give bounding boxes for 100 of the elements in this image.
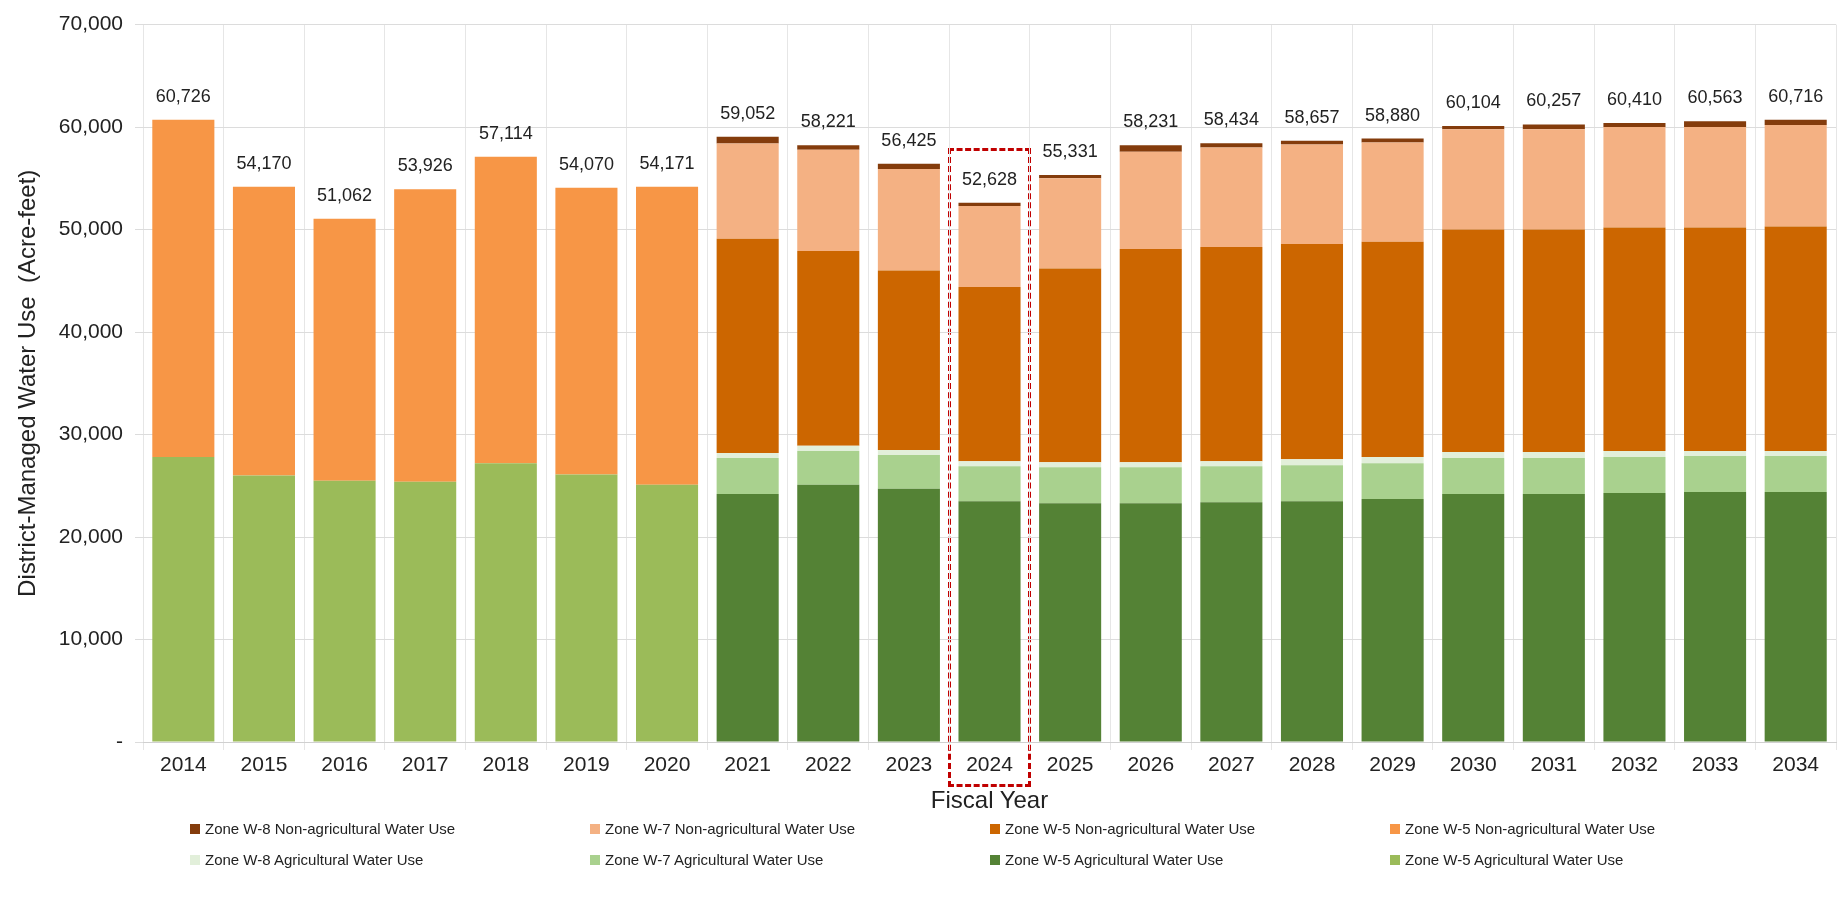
total-label: 58,221: [800, 111, 856, 132]
bar: [474, 156, 537, 464]
bar: [1684, 456, 1747, 492]
bar: [1200, 143, 1263, 148]
bar: [716, 452, 779, 459]
bar: [1442, 493, 1505, 742]
bar: [1684, 491, 1747, 742]
total-label: 58,657: [1284, 106, 1340, 127]
legend-label: Zone W-5 Non-agricultural Water Use: [1005, 820, 1256, 837]
legend-label: Zone W-8 Non-agricultural Water Use: [205, 820, 456, 837]
y-tick-label: 10,000: [58, 626, 124, 650]
bar: [1119, 151, 1182, 250]
bar: [797, 484, 860, 742]
legend-label: Zone W-7 Non-agricultural Water Use: [605, 820, 856, 837]
bar: [152, 457, 215, 742]
bar: [1764, 491, 1827, 742]
bar: [1361, 142, 1424, 242]
bar: [1280, 459, 1344, 466]
bar: [1280, 140, 1344, 145]
bar: [313, 218, 376, 481]
bar: [877, 163, 940, 170]
x-tick-label: 2022: [804, 752, 852, 776]
y-tick-label: 40,000: [58, 318, 124, 342]
bar: [1442, 229, 1505, 452]
total-label: 58,434: [1203, 109, 1259, 130]
bar: [1280, 465, 1344, 502]
bar: [313, 480, 376, 742]
y-tick-label: 70,000: [58, 11, 124, 35]
total-label: 60,257: [1526, 90, 1582, 111]
bar: [1764, 119, 1827, 126]
x-axis-title: Fiscal Year: [930, 786, 1049, 814]
x-tick-label: 2030: [1449, 752, 1497, 776]
bar: [1039, 178, 1102, 269]
x-tick-label: 2015: [240, 752, 288, 776]
x-tick-label: 2032: [1611, 752, 1658, 776]
bar: [958, 206, 1021, 287]
bar: [1200, 466, 1263, 503]
x-tick-label: 2014: [159, 752, 208, 776]
bar: [1200, 246, 1263, 462]
bar: [958, 461, 1021, 467]
x-tick-label: 2033: [1691, 752, 1739, 776]
bar: [394, 481, 457, 742]
bar: [1280, 144, 1344, 244]
total-label: 54,070: [558, 153, 614, 174]
bar: [1684, 127, 1747, 228]
x-tick-label: 2018: [482, 752, 530, 776]
total-label: 52,628: [961, 168, 1018, 189]
total-label: 58,231: [1123, 111, 1179, 132]
bar: [1764, 456, 1827, 492]
bar: [1039, 462, 1102, 468]
bar: [232, 475, 295, 742]
x-tick-label: 2034: [1772, 752, 1820, 776]
bar: [877, 455, 940, 489]
bar: [1522, 229, 1585, 452]
bar: [152, 119, 215, 458]
bar: [716, 238, 779, 453]
bar: [1200, 461, 1263, 467]
bar: [958, 286, 1021, 462]
x-tick-label: 2016: [321, 752, 368, 776]
bar: [474, 463, 537, 742]
legend-label: Zone W-5 Agricultural Water Use: [1405, 851, 1624, 868]
total-label: 56,425: [881, 129, 937, 150]
total-label: 60,716: [1768, 85, 1824, 106]
bar: [1684, 450, 1747, 457]
bar: [1684, 227, 1747, 451]
total-label: 60,563: [1687, 87, 1743, 108]
y-tick-label: 60,000: [58, 113, 124, 137]
bar: [1361, 463, 1424, 500]
y-axis-title: District-Managed Water Use (Acre-feet): [13, 169, 41, 597]
x-tick-label: 2021: [724, 752, 772, 776]
bar: [797, 145, 860, 150]
total-label: 58,880: [1365, 104, 1421, 125]
bar: [877, 488, 940, 742]
total-label: 54,170: [236, 152, 292, 173]
bar: [1603, 450, 1666, 458]
bar: [1442, 126, 1505, 130]
y-tick-label: 50,000: [58, 216, 124, 240]
bar: [797, 251, 860, 446]
bar: [1522, 493, 1585, 742]
total-label: 60,104: [1445, 91, 1501, 112]
bar: [797, 450, 860, 485]
bar: [797, 149, 860, 252]
total-label: 57,114: [478, 122, 533, 143]
bar: [958, 501, 1021, 742]
bar: [958, 466, 1021, 502]
total-label: 54,171: [639, 152, 695, 173]
bar: [1764, 226, 1827, 451]
y-tick-label: -: [116, 728, 124, 752]
x-tick-label: 2020: [643, 752, 691, 776]
bar: [1119, 462, 1182, 468]
bar: [1522, 124, 1585, 130]
bar: [1119, 249, 1182, 463]
legend-label: Zone W-8 Agricultural Water Use: [205, 851, 424, 868]
bar: [555, 474, 618, 742]
bar: [1603, 457, 1666, 493]
bar: [1280, 501, 1344, 742]
bar: [1119, 503, 1182, 742]
bar: [555, 187, 618, 475]
x-tick-label: 2031: [1530, 752, 1578, 776]
bar: [1280, 243, 1344, 460]
